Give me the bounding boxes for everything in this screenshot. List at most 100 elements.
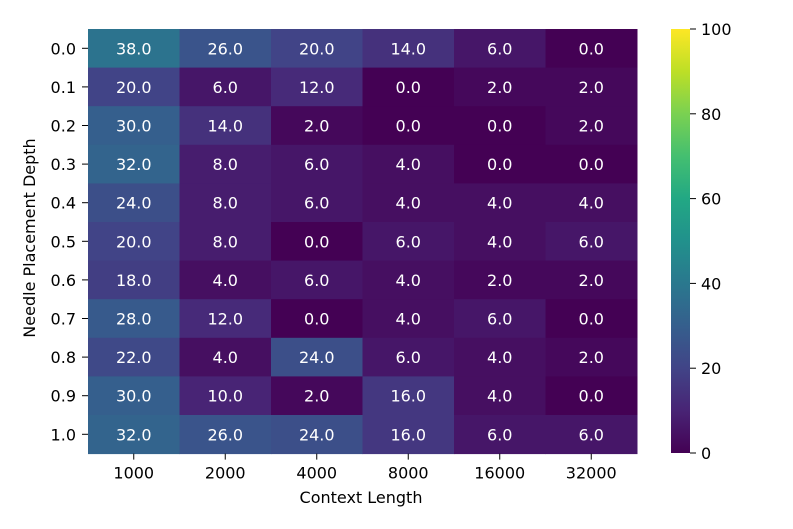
cell-value-label: 2.0 <box>487 78 512 97</box>
cell-value-label: 0.0 <box>579 387 604 406</box>
heatmap-cell <box>271 299 363 339</box>
cell-value-label: 24.0 <box>299 425 335 444</box>
heatmap-cell <box>271 222 363 262</box>
x-tick-label: 16000 <box>474 464 525 483</box>
heatmap-cell <box>179 415 272 455</box>
x-tick-label: 8000 <box>388 464 429 483</box>
heatmap-cell <box>545 67 638 107</box>
heatmap-cell <box>179 299 272 339</box>
heatmap-cell <box>454 260 546 300</box>
cell-value-label: 2.0 <box>579 117 604 136</box>
cell-value-label: 4.0 <box>396 310 421 329</box>
cell-value-label: 6.0 <box>487 425 512 444</box>
cell-value-label: 6.0 <box>304 271 329 290</box>
heatmap-cell <box>545 222 638 262</box>
heatmap-cell <box>454 29 546 69</box>
heatmap-cell <box>454 222 546 262</box>
cell-value-label: 18.0 <box>116 271 152 290</box>
cell-value-label: 0.0 <box>396 78 421 97</box>
cell-value-label: 32.0 <box>116 155 152 174</box>
heatmap-cell <box>362 260 455 300</box>
cell-value-label: 12.0 <box>207 310 243 329</box>
heatmap-cell <box>179 376 272 416</box>
colorbar-tick-label: 60 <box>701 190 721 209</box>
cell-value-label: 6.0 <box>213 78 238 97</box>
y-tick-label: 0.7 <box>51 310 76 329</box>
cell-value-label: 0.0 <box>579 310 604 329</box>
cell-value-label: 16.0 <box>390 387 426 406</box>
x-axis: 1000 2000 4000 8000 16000 32000 <box>113 453 617 483</box>
heatmap-cell <box>454 106 546 146</box>
heatmap-cell <box>179 183 272 223</box>
colorbar: 0 20 40 60 80 100 <box>671 20 732 463</box>
heatmap-cell <box>179 67 272 107</box>
cell-value-label: 16.0 <box>390 425 426 444</box>
cell-value-label: 14.0 <box>390 39 426 58</box>
cell-value-label: 8.0 <box>213 232 238 251</box>
heatmap-cell <box>179 260 272 300</box>
heatmap-cell <box>88 67 180 107</box>
heatmap-cell <box>88 29 180 69</box>
y-tick-label: 0.1 <box>51 78 76 97</box>
heatmap-cell <box>362 183 455 223</box>
colorbar-gradient <box>671 29 690 453</box>
y-tick-label: 0.5 <box>51 232 76 251</box>
cell-value-label: 0.0 <box>396 117 421 136</box>
heatmap-cell <box>271 106 363 146</box>
cell-value-label: 38.0 <box>116 39 152 58</box>
heatmap-cell <box>362 376 455 416</box>
y-axis-title: Needle Placement Depth <box>20 138 39 337</box>
cell-value-label: 4.0 <box>396 155 421 174</box>
heatmap-cell <box>271 183 363 223</box>
heatmap-cell <box>88 106 180 146</box>
cell-value-label: 20.0 <box>116 232 152 251</box>
heatmap-cell <box>454 337 546 377</box>
y-tick-label: 0.0 <box>51 39 76 58</box>
heatmap-cell <box>454 299 546 339</box>
cell-value-label: 2.0 <box>579 348 604 367</box>
heatmap-cells: 38.0 26.0 20.0 14.0 6.0 0.0 20.0 6.0 12.0 0.0 2.0 2… <box>88 29 638 455</box>
heatmap-cell <box>88 415 180 455</box>
heatmap-cell <box>179 222 272 262</box>
cell-value-label: 10.0 <box>207 387 243 406</box>
x-tick-label: 1000 <box>113 464 154 483</box>
x-tick-label: 32000 <box>566 464 617 483</box>
cell-value-label: 0.0 <box>579 39 604 58</box>
cell-value-label: 0.0 <box>487 117 512 136</box>
heatmap-cell <box>362 29 455 69</box>
cell-value-label: 2.0 <box>487 271 512 290</box>
cell-value-label: 24.0 <box>299 348 335 367</box>
heatmap-cell <box>454 183 546 223</box>
x-tick-label: 2000 <box>205 464 246 483</box>
heatmap-cell <box>88 376 180 416</box>
cell-value-label: 4.0 <box>396 271 421 290</box>
x-tick-label: 4000 <box>296 464 337 483</box>
heatmap-cell <box>362 299 455 339</box>
heatmap-cell <box>271 376 363 416</box>
y-tick-label: 0.9 <box>51 387 76 406</box>
cell-value-label: 30.0 <box>116 387 152 406</box>
cell-value-label: 12.0 <box>299 78 335 97</box>
heatmap-cell <box>362 337 455 377</box>
heatmap-cell <box>88 183 180 223</box>
cell-value-label: 4.0 <box>487 348 512 367</box>
y-tick-label: 0.2 <box>51 117 76 136</box>
cell-value-label: 0.0 <box>487 155 512 174</box>
cell-value-label: 32.0 <box>116 425 152 444</box>
heatmap-cell <box>271 260 363 300</box>
heatmap-cell <box>545 29 638 69</box>
heatmap-cell <box>454 67 546 107</box>
heatmap-cell <box>179 337 272 377</box>
cell-value-label: 4.0 <box>213 348 238 367</box>
y-tick-label: 0.6 <box>51 271 76 290</box>
heatmap-cell <box>271 337 363 377</box>
cell-value-label: 2.0 <box>304 387 329 406</box>
cell-value-label: 28.0 <box>116 310 152 329</box>
y-axis: 0.0 0.1 0.2 0.3 0.4 0.5 0.6 0.7 0.8 0.9 1.0 <box>51 39 88 444</box>
colorbar-tick-label: 80 <box>701 105 721 124</box>
cell-value-label: 6.0 <box>396 348 421 367</box>
heatmap-cell <box>271 415 363 455</box>
heatmap-cell <box>454 144 546 184</box>
colorbar-tick-label: 100 <box>701 20 732 39</box>
heatmap-cell <box>545 144 638 184</box>
